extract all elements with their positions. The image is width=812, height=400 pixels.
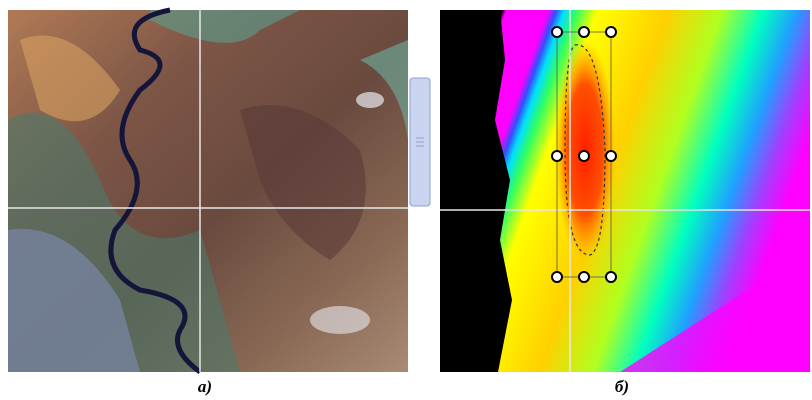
caption: а): [198, 377, 212, 396]
scattergram: [440, 10, 810, 372]
scrollbar[interactable]: [410, 78, 430, 206]
screenshot: а) б): [0, 0, 812, 400]
satellite-image: [8, 10, 408, 372]
page: а) б) (() => { const data = JSON.parse(d…: [0, 0, 812, 400]
caption: б): [615, 377, 629, 396]
